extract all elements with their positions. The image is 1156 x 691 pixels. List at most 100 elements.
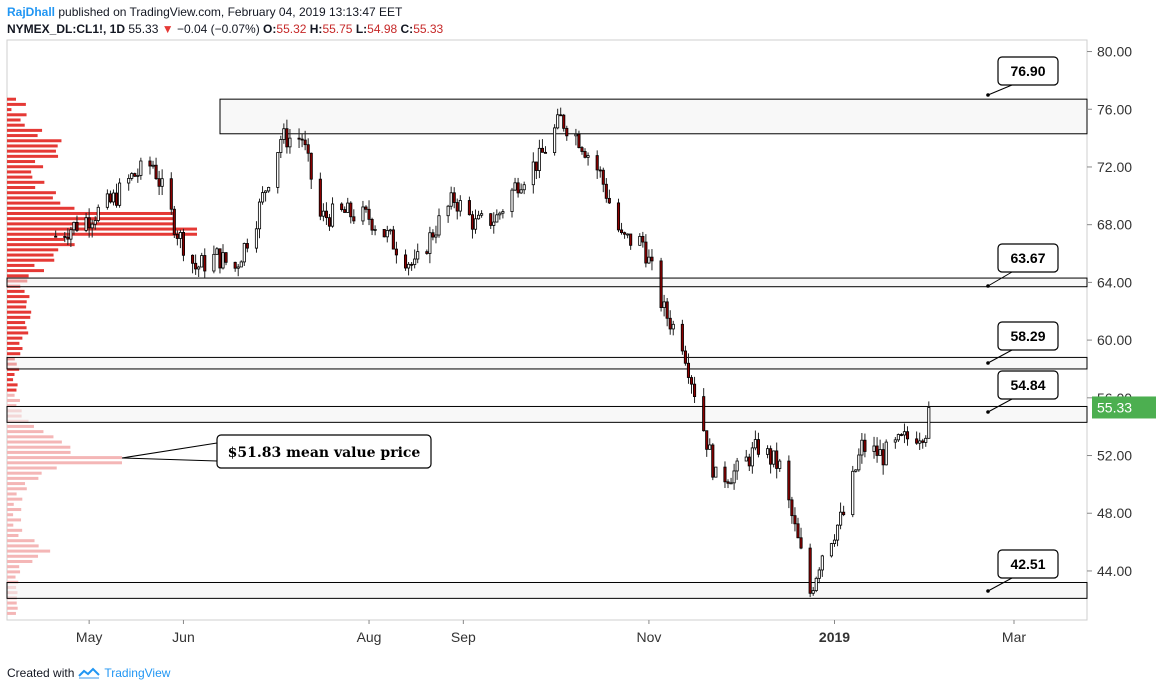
volume-profile-bar — [7, 435, 54, 439]
candle-body — [446, 205, 450, 217]
candle-body — [349, 202, 353, 218]
callout-box — [997, 370, 1059, 400]
candle-body — [778, 460, 782, 469]
candle-body — [811, 590, 815, 594]
candle-body — [96, 206, 100, 221]
candle-body — [181, 232, 185, 256]
volume-profile-bar — [7, 492, 17, 496]
volume-profile-bar — [7, 352, 21, 356]
candle-body — [470, 214, 475, 230]
candle-body — [416, 251, 420, 260]
tradingview-brand[interactable]: TradingView — [104, 666, 171, 680]
y-tick-label: 60.00 — [1097, 332, 1132, 348]
candle-body — [133, 173, 137, 177]
volume-profile-bar — [7, 165, 44, 169]
candle-body — [151, 164, 155, 167]
volume-profile-bar — [7, 430, 44, 434]
volume-profile-bar — [7, 139, 62, 143]
candle-body — [915, 438, 919, 444]
volume-profile-bar — [7, 134, 38, 138]
candle-body — [711, 444, 715, 478]
candle-body — [394, 248, 398, 256]
candle-body — [261, 192, 265, 203]
author-name[interactable]: RajDhall — [7, 5, 56, 19]
open-label: O: — [263, 22, 277, 36]
candle-body — [69, 229, 73, 240]
candle-body — [708, 444, 712, 450]
candlestick-series — [54, 107, 931, 598]
y-tick-label: 68.00 — [1097, 217, 1132, 233]
candle-body — [452, 192, 456, 203]
candle-body — [580, 147, 584, 152]
candle-body — [747, 456, 751, 467]
candle-body — [118, 182, 122, 206]
volume-profile-bar — [7, 575, 16, 579]
candle-body — [169, 178, 173, 210]
volume-profile-bar — [7, 549, 51, 553]
zone-58-29 — [6, 356, 1088, 370]
candle-body — [285, 128, 289, 148]
x-tick-label: May — [76, 629, 102, 645]
candle-body — [924, 437, 928, 443]
candle-body — [254, 228, 259, 249]
candle-body — [160, 178, 164, 187]
candle-body — [324, 210, 328, 219]
candle-body — [413, 258, 417, 265]
candle-body — [203, 255, 207, 272]
candle-body — [513, 182, 517, 191]
volume-profile-bar — [7, 570, 21, 574]
candle-body — [744, 456, 748, 462]
candle-body — [875, 445, 879, 456]
candle-body — [321, 210, 325, 217]
candle-body — [194, 262, 198, 270]
candle-body — [650, 256, 654, 262]
candle-body — [531, 161, 535, 186]
open-value: 55.32 — [276, 22, 307, 36]
last-price-tag — [1092, 396, 1156, 419]
annotation-text: $51.83 mean value price — [228, 445, 421, 461]
time-axis[interactable]: May Jun Aug Sep Nov 2019 Mar — [76, 620, 1026, 645]
candle-body — [157, 178, 161, 187]
volume-profile-bar — [7, 217, 175, 221]
volume-profile-bar — [7, 404, 17, 408]
candle-body — [854, 469, 858, 472]
volume-profile-bar — [7, 508, 22, 512]
candle-body — [403, 254, 408, 269]
volume-profile-bar — [7, 534, 19, 538]
candle-body — [370, 218, 374, 231]
volume-profile-bar — [7, 518, 22, 522]
candle-body — [364, 206, 368, 210]
volume-profile-bar — [7, 554, 39, 558]
volume-profile-bar — [7, 274, 29, 278]
callout-anchor — [986, 410, 990, 414]
candle-body — [543, 151, 548, 154]
candle-body — [714, 466, 718, 478]
candle-body — [540, 147, 544, 153]
candle-body — [556, 114, 560, 129]
candle-body — [282, 128, 286, 140]
x-tick-label: Mar — [1002, 629, 1026, 645]
volume-profile-bar — [7, 170, 32, 174]
candle-body — [318, 178, 322, 217]
candle-body — [796, 523, 800, 539]
candle-body — [178, 232, 182, 239]
y-tick-label: 72.00 — [1097, 159, 1132, 175]
candle-body — [498, 212, 502, 216]
candle-body — [373, 229, 377, 231]
price-axis[interactable]: 44.0048.0052.0056.0060.0064.0068.0072.00… — [1087, 44, 1156, 579]
candle-body — [790, 499, 794, 517]
publish-header: RajDhall published on TradingView.com, F… — [7, 5, 402, 19]
candle-body — [212, 253, 216, 272]
low-label: L: — [355, 22, 368, 36]
candle-body — [467, 200, 471, 216]
candle-body — [662, 301, 666, 309]
candle-body — [84, 217, 88, 231]
candle-body — [215, 248, 219, 255]
candle-body — [72, 221, 76, 231]
zone-76-90 — [219, 98, 1088, 135]
candle-body — [480, 213, 484, 216]
candle-body — [787, 460, 791, 501]
candle-body — [346, 202, 350, 213]
candle-body — [197, 266, 201, 270]
